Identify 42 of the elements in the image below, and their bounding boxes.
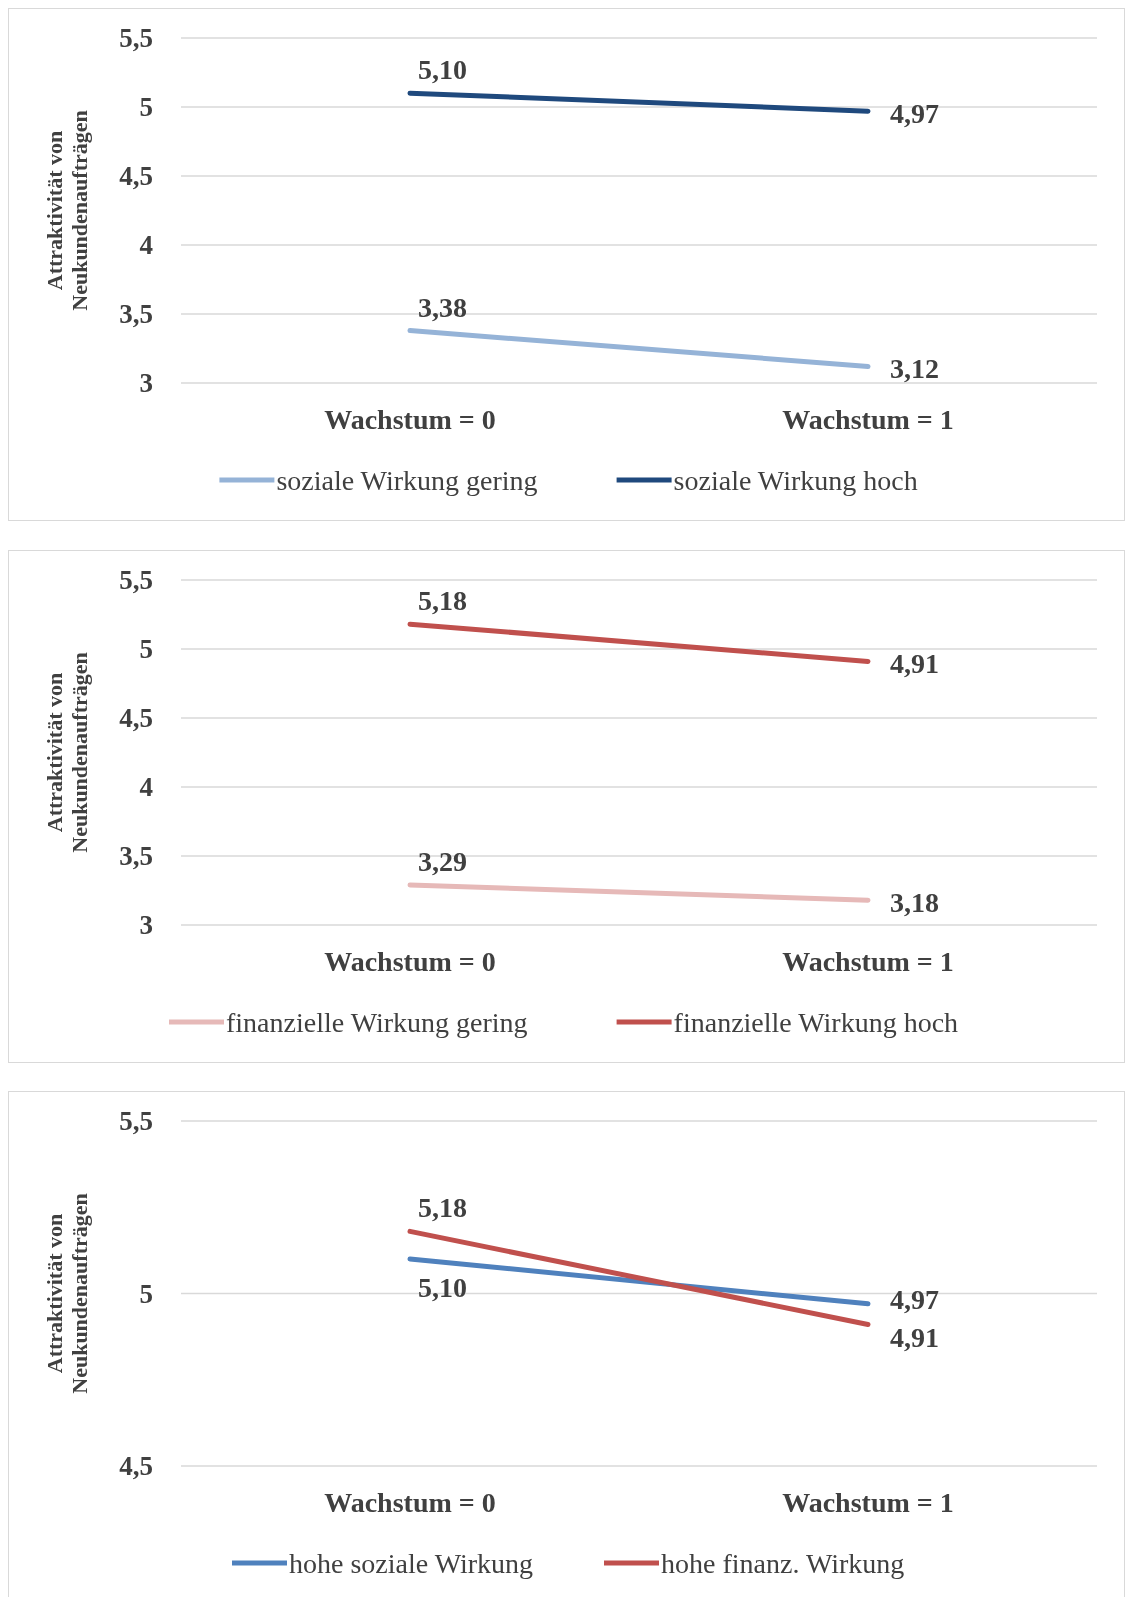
x-tick-label: Wachstum = 1 (782, 945, 954, 977)
data-label: 4,91 (890, 1321, 939, 1353)
y-tick-label: 3,5 (119, 841, 153, 872)
x-tick-label: Wachstum = 0 (324, 945, 496, 977)
data-label: 4,97 (890, 98, 939, 130)
legend-label: hohe soziale Wirkung (289, 1547, 534, 1579)
x-tick-label: Wachstum = 0 (324, 1486, 496, 1518)
y-tick-label: 5,5 (119, 23, 153, 54)
legend-label: hohe finanz. Wirkung (661, 1547, 905, 1579)
data-label: 5,18 (418, 1192, 467, 1224)
y-tick-label: 4,5 (119, 1451, 153, 1482)
data-label: 5,10 (418, 1272, 467, 1303)
y-tick-label: 5,5 (119, 565, 153, 596)
legend-label: soziale Wirkung gering (276, 464, 538, 496)
data-label: 4,91 (890, 648, 939, 680)
y-tick-label: 3 (139, 910, 153, 941)
x-tick-label: Wachstum = 0 (324, 403, 496, 435)
y-tick-label: 5,5 (119, 1106, 153, 1137)
y-tick-label: 3,5 (119, 299, 153, 330)
x-tick-label: Wachstum = 1 (782, 403, 954, 435)
y-axis-title: Attraktivität von Neukundenaufträgen (41, 1193, 92, 1394)
y-tick-label: 5 (139, 634, 153, 665)
data-label: 4,97 (890, 1283, 939, 1315)
y-tick-label: 5 (139, 92, 153, 123)
y-tick-label: 4 (139, 772, 153, 803)
data-label: 5,18 (418, 585, 467, 617)
data-label: 5,10 (418, 54, 467, 86)
y-tick-label: 4,5 (119, 161, 153, 192)
y-tick-label: 5 (139, 1278, 153, 1309)
legend-label: finanzielle Wirkung gering (226, 1006, 528, 1038)
legend-label: finanzielle Wirkung hoch (673, 1006, 959, 1038)
y-tick-label: 4,5 (119, 703, 153, 734)
data-label: 3,38 (418, 291, 467, 323)
x-tick-label: Wachstum = 1 (782, 1486, 954, 1518)
y-axis-title: Attraktivität von Neukundenaufträgen (41, 110, 92, 311)
y-tick-label: 4 (139, 230, 153, 261)
y-axis-title: Attraktivität von Neukundenaufträgen (41, 652, 92, 853)
data-label: 3,12 (890, 353, 939, 385)
data-label: 3,29 (418, 845, 467, 877)
y-tick-label: 3 (139, 368, 153, 399)
data-label: 3,18 (890, 887, 939, 919)
legend-label: soziale Wirkung hoch (673, 464, 918, 496)
